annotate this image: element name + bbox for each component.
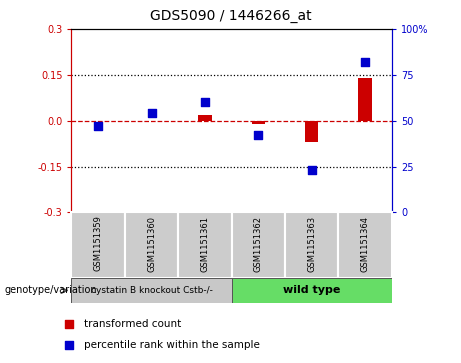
Text: cystatin B knockout Cstb-/-: cystatin B knockout Cstb-/- bbox=[91, 286, 213, 295]
Text: genotype/variation: genotype/variation bbox=[5, 285, 97, 295]
Bar bbox=[305, 121, 319, 142]
Bar bbox=[359, 78, 372, 121]
Text: GSM1151359: GSM1151359 bbox=[94, 216, 103, 272]
Bar bbox=[71, 212, 125, 278]
Point bbox=[308, 167, 315, 173]
Point bbox=[254, 132, 262, 138]
Text: GSM1151363: GSM1151363 bbox=[307, 216, 316, 272]
Text: GDS5090 / 1446266_at: GDS5090 / 1446266_at bbox=[150, 9, 311, 23]
Bar bbox=[252, 121, 265, 124]
Point bbox=[95, 123, 102, 129]
Bar bbox=[178, 212, 231, 278]
Text: percentile rank within the sample: percentile rank within the sample bbox=[84, 340, 260, 350]
Bar bbox=[71, 278, 231, 303]
Bar bbox=[338, 212, 392, 278]
Text: transformed count: transformed count bbox=[84, 319, 181, 329]
Point bbox=[148, 110, 155, 116]
Point bbox=[65, 322, 73, 327]
Text: GSM1151362: GSM1151362 bbox=[254, 216, 263, 272]
Bar bbox=[198, 115, 212, 121]
Point bbox=[361, 59, 369, 65]
Point bbox=[65, 342, 73, 348]
Bar bbox=[125, 212, 178, 278]
Text: wild type: wild type bbox=[283, 285, 340, 295]
Bar bbox=[285, 212, 338, 278]
Text: GSM1151361: GSM1151361 bbox=[201, 216, 209, 272]
Bar bbox=[231, 212, 285, 278]
Text: GSM1151360: GSM1151360 bbox=[147, 216, 156, 272]
Bar bbox=[231, 278, 392, 303]
Text: GSM1151364: GSM1151364 bbox=[361, 216, 370, 272]
Point bbox=[201, 99, 209, 105]
